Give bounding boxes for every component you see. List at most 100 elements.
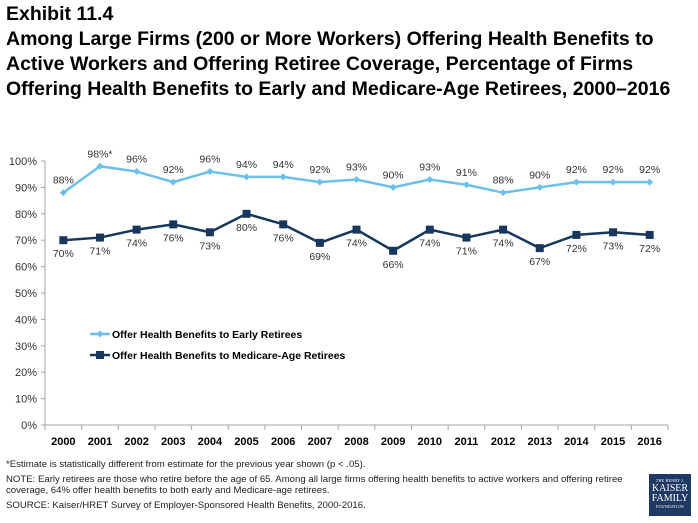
data-point — [169, 178, 177, 186]
data-point — [499, 225, 508, 234]
logo-line-3: FAMILY — [651, 493, 689, 504]
data-point — [352, 225, 361, 234]
data-label: 74% — [346, 238, 367, 250]
legend-marker — [96, 330, 104, 338]
data-point — [279, 220, 288, 229]
data-point — [133, 168, 141, 176]
y-tick-label: 80% — [15, 209, 37, 221]
x-tick-label: 2000 — [51, 436, 75, 448]
data-label: 98%* — [87, 148, 112, 160]
data-label: 92% — [309, 164, 330, 176]
series-medicare-age-retirees: 70% 71% 74% 76% 73% 80% 76% 69% 74% 66% 74% 71% 74% 6… — [53, 209, 660, 271]
data-label: 94% — [236, 159, 257, 171]
data-label: 92% — [639, 164, 660, 176]
data-point — [96, 162, 104, 170]
data-label: 70% — [53, 248, 74, 260]
line-chart: 0%10%20%30%40%50%60%70%80%90%100% 2000 20… — [9, 148, 669, 448]
data-point — [95, 233, 104, 242]
data-label: 74% — [493, 238, 514, 250]
logo-line-1: THE HENRY J. — [655, 478, 685, 483]
data-label: 76% — [163, 232, 184, 244]
data-label: 92% — [566, 164, 587, 176]
exhibit-number: Exhibit 11.4 — [6, 3, 114, 25]
data-point — [205, 228, 214, 237]
data-point — [572, 178, 580, 186]
data-label: 91% — [456, 167, 477, 179]
x-tick-label: 2001 — [88, 436, 112, 448]
data-label: 90% — [383, 169, 404, 181]
series-layer: 88% 98%* 96% 92% 96% 94% 94% 92% 93% 90% 93% 91% 88%… — [53, 148, 660, 270]
data-point — [389, 246, 398, 255]
data-point — [609, 178, 617, 186]
x-tick-label: 2002 — [124, 436, 148, 448]
data-point — [206, 168, 214, 176]
x-tick-label: 2012 — [491, 436, 515, 448]
data-label: 66% — [383, 259, 404, 271]
data-point — [535, 244, 544, 253]
y-tick-label: 10% — [15, 394, 37, 406]
data-label: 74% — [419, 238, 440, 250]
data-point — [315, 238, 324, 247]
y-tick-label: 20% — [15, 367, 37, 379]
data-label: 96% — [126, 154, 147, 166]
data-point — [242, 209, 251, 218]
data-label: 96% — [199, 154, 220, 166]
data-label: 76% — [273, 232, 294, 244]
data-point — [389, 183, 397, 191]
x-tick-label: 2009 — [381, 436, 405, 448]
data-point — [425, 225, 434, 234]
data-label: 69% — [309, 251, 330, 263]
legend-label: Offer Health Benefits to Early Retirees — [112, 329, 302, 341]
data-label: 94% — [273, 159, 294, 171]
data-point — [462, 181, 470, 189]
data-point — [243, 173, 251, 181]
x-tick-label: 2010 — [418, 436, 442, 448]
data-label: 72% — [639, 243, 660, 255]
data-point — [646, 178, 654, 186]
chart-title: Among Large Firms (200 or More Workers) … — [6, 28, 671, 100]
data-point — [572, 230, 581, 239]
data-point — [169, 220, 178, 229]
data-label: 92% — [603, 164, 624, 176]
source: SOURCE: Kaiser/HRET Survey of Employer-S… — [6, 499, 366, 511]
x-tick-label: 2008 — [344, 436, 368, 448]
data-point — [316, 178, 324, 186]
y-tick-label: 50% — [15, 288, 37, 300]
y-tick-label: 70% — [15, 235, 37, 247]
legend-label: Offer Health Benefits to Medicare-Age Re… — [112, 350, 346, 362]
data-point — [609, 228, 618, 237]
data-point — [353, 175, 360, 183]
x-tick-label: 2011 — [455, 436, 479, 448]
data-point — [462, 233, 471, 242]
data-point — [59, 189, 67, 197]
data-label: 73% — [199, 240, 220, 252]
x-tick-label: 2007 — [308, 436, 332, 448]
notes: *Estimate is statistically different fro… — [6, 459, 626, 514]
y-tick-label: 60% — [15, 262, 37, 274]
data-point — [645, 230, 654, 239]
x-tick-label: 2014 — [564, 436, 589, 448]
x-tick-label: 2003 — [161, 436, 185, 448]
x-tick-label: 2015 — [601, 436, 625, 448]
data-point — [426, 175, 434, 183]
y-axis: 0% 10% 20% 30% 40% 50% 60% 70% 80% 90% 100% — [9, 156, 46, 432]
data-point — [279, 173, 287, 181]
data-label: 92% — [163, 164, 184, 176]
x-tick-label: 2004 — [198, 436, 223, 448]
data-label: 80% — [236, 222, 257, 234]
y-tick-label: 100% — [9, 156, 37, 168]
x-axis: 2000 2001 2002 2003 2004 2005 2006 2007 2008 2009… — [44, 424, 669, 448]
y-tick-label: 40% — [15, 314, 37, 326]
data-label: 88% — [493, 175, 514, 187]
series-early-retirees: 88% 98%* 96% 92% 96% 94% 94% 92% 93% 90% 93% 91% 88%… — [53, 148, 660, 197]
data-label: 93% — [419, 161, 440, 173]
data-label: 67% — [529, 256, 550, 268]
legend-marker — [96, 351, 104, 359]
data-label: 93% — [346, 161, 367, 173]
footnote: *Estimate is statistically different fro… — [6, 459, 366, 470]
x-tick-label: 2005 — [234, 436, 258, 448]
data-point — [536, 183, 544, 191]
data-label: 71% — [89, 246, 110, 258]
logo-line-4: FOUNDATION — [656, 504, 684, 509]
note: NOTE: Early retirees are those who retir… — [6, 473, 623, 497]
